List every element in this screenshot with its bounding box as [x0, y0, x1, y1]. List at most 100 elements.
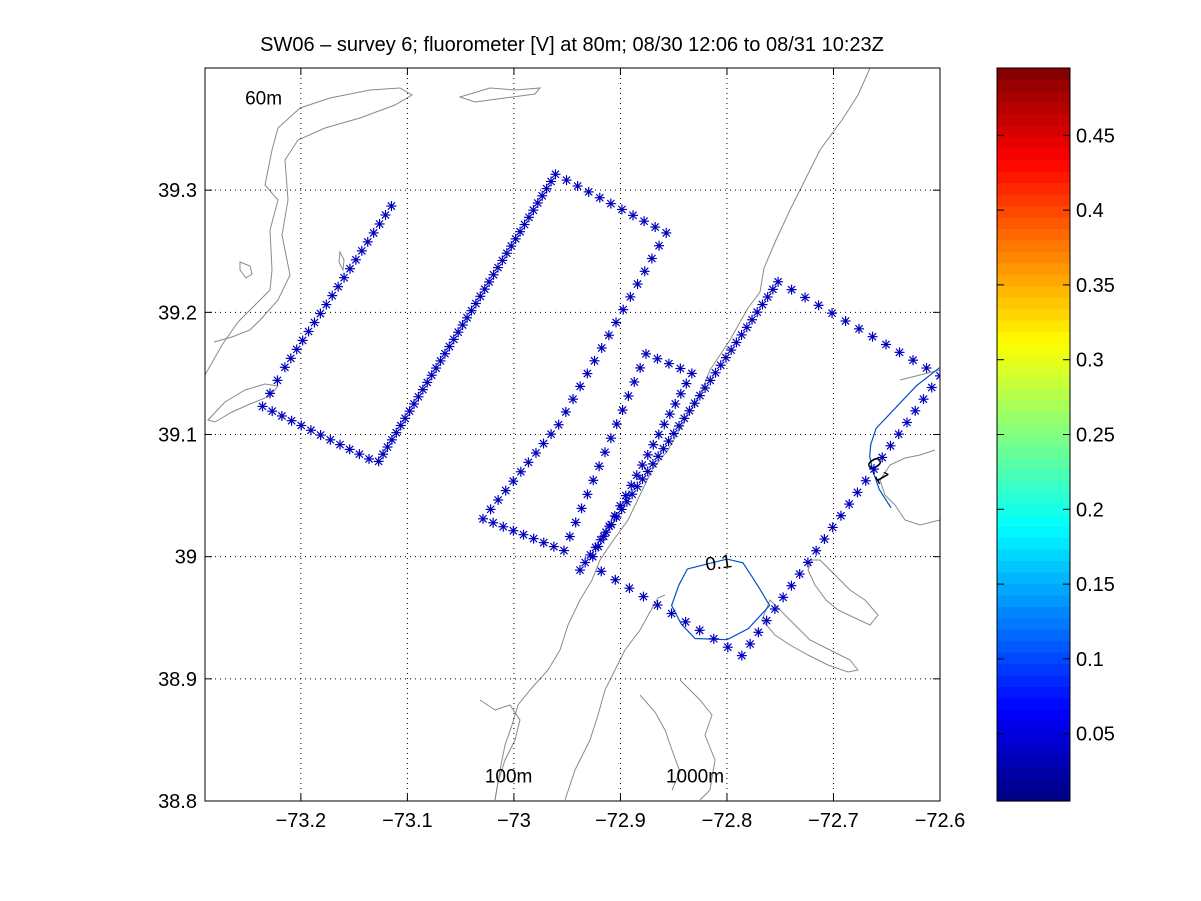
outer-fragment-contour: [458, 87, 542, 103]
colorbar-band: [997, 583, 1070, 596]
colorbar-band: [997, 617, 1070, 630]
survey-station-marker: [457, 320, 468, 331]
survey-station-marker: [546, 176, 557, 187]
colorbar-tick-label: 0.35: [1076, 275, 1115, 297]
survey-station-marker: [574, 565, 585, 576]
colorbar-band: [997, 480, 1070, 493]
survey-station-marker: [652, 600, 663, 611]
survey-station-marker: [611, 419, 622, 430]
survey-station-marker: [291, 344, 302, 355]
survey-station-marker: [694, 625, 705, 636]
survey-station-marker: [485, 504, 496, 515]
colorbar-band: [997, 262, 1070, 275]
survey-station-marker: [475, 291, 486, 302]
colorbar-band: [997, 503, 1070, 516]
survey-station-marker: [611, 317, 622, 328]
survey-station-marker: [558, 545, 569, 556]
survey-station-marker: [867, 331, 878, 342]
survey-station-marker: [413, 391, 424, 402]
x-tick-label: −73: [497, 810, 531, 832]
colorbar-band: [997, 594, 1070, 607]
survey-station-marker: [354, 449, 365, 460]
y-tick-label: 38.9: [158, 669, 197, 691]
x-tick-label: −72.9: [595, 810, 646, 832]
survey-station-marker: [819, 534, 830, 545]
y-tick-label: 39: [175, 547, 197, 569]
survey-station-marker: [466, 305, 477, 316]
contour-level-label: 0.1: [704, 551, 733, 575]
survey-station-marker: [624, 583, 635, 594]
colorbar-band: [997, 102, 1070, 115]
survey-station-marker: [493, 494, 504, 505]
survey-station-marker: [382, 442, 393, 453]
survey-station-marker: [595, 534, 606, 545]
survey-station-marker: [426, 370, 437, 381]
survey-station-marker: [484, 276, 495, 287]
survey-station-marker: [279, 362, 290, 373]
colorbar-tick-label: 0.15: [1076, 574, 1115, 596]
colorbar-band: [997, 606, 1070, 619]
survey-station-marker: [508, 525, 519, 536]
y-tick-label: 38.8: [158, 791, 197, 813]
survey-station-marker: [478, 513, 489, 524]
colorbar-band: [997, 491, 1070, 504]
survey-station-marker: [694, 390, 705, 401]
survey-station-marker: [528, 205, 539, 216]
survey-station-marker: [705, 375, 716, 386]
survey-station-marker: [638, 591, 649, 602]
colorbar-tick-label: 0.25: [1076, 425, 1115, 447]
survey-station-marker: [835, 510, 846, 521]
colorbar-band: [997, 113, 1070, 126]
colorbar-band: [997, 457, 1070, 470]
survey-station-marker: [631, 470, 642, 481]
survey-station-marker: [686, 368, 697, 379]
survey-station-marker: [616, 504, 627, 515]
survey-station-marker: [588, 475, 599, 486]
colorbar-band: [997, 285, 1070, 298]
colorbar-band: [997, 159, 1070, 172]
survey-station-marker: [601, 527, 612, 538]
survey-station-marker: [860, 475, 871, 486]
colorbar-band: [997, 297, 1070, 310]
colorbar-band: [997, 388, 1070, 401]
colorbar-band: [997, 640, 1070, 653]
fluorometer-contour-line: [869, 366, 940, 509]
survey-station-marker: [731, 337, 742, 348]
survey-station-marker: [710, 367, 721, 378]
colorbar-band: [997, 136, 1070, 149]
survey-station-marker: [431, 363, 442, 374]
survey-station-marker: [679, 413, 690, 424]
survey-station-marker: [639, 216, 650, 227]
survey-station-marker: [868, 464, 879, 475]
colorbar-band: [997, 434, 1070, 447]
survey-station-marker: [752, 307, 763, 318]
survey-station-marker: [726, 345, 737, 356]
colorbar-band: [997, 720, 1070, 733]
survey-station-marker: [811, 545, 822, 556]
survey-station-marker: [747, 314, 758, 325]
survey-station-marker: [625, 291, 636, 302]
colorbar-tick-label: 0.45: [1076, 125, 1115, 147]
survey-station-marker: [722, 642, 733, 653]
survey-station-marker: [664, 409, 675, 420]
survey-station-marker: [641, 348, 651, 359]
survey-station-marker: [272, 375, 283, 386]
survey-station-marker: [560, 406, 571, 417]
x-tick-label: −72.7: [808, 810, 859, 832]
colorbar-band: [997, 193, 1070, 207]
survey-station-marker: [802, 557, 813, 568]
survey-station-marker: [654, 240, 665, 251]
survey-station-marker: [840, 315, 851, 326]
slope-contour: [479, 699, 521, 801]
survey-station-marker: [321, 299, 332, 310]
survey-station-marker: [305, 425, 316, 436]
shelf-break-contour: [494, 68, 871, 801]
colorbar-band: [997, 571, 1070, 584]
colorbar-band: [997, 766, 1070, 779]
contour-labels: 0.10.1: [704, 454, 893, 576]
survey-station-marker: [659, 419, 670, 430]
survey-station-marker: [374, 218, 385, 229]
survey-station-marker: [350, 254, 361, 265]
survey-station-marker: [646, 253, 657, 264]
survey-station-marker: [404, 406, 415, 417]
